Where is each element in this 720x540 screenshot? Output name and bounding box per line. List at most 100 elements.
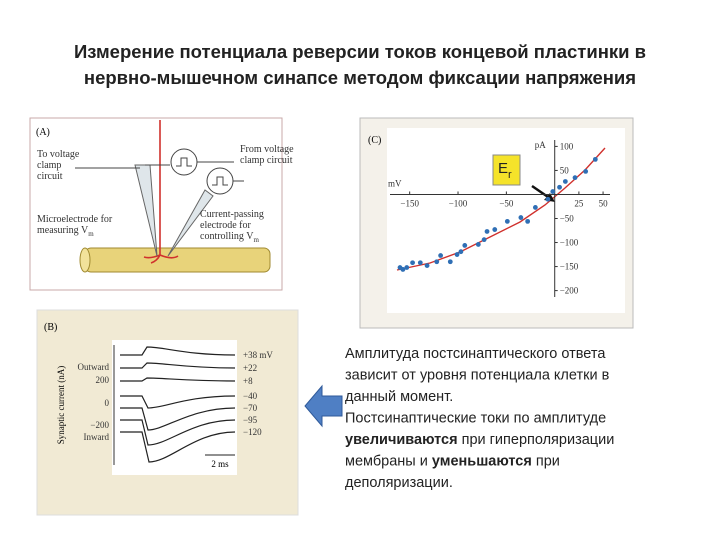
note-line: To voltage [37, 149, 80, 160]
data-point [410, 260, 415, 266]
text-line: увеличиваются при гиперполяризации [345, 432, 614, 448]
note-text: Current-passing [200, 209, 264, 220]
data-point [550, 189, 556, 194]
note-line: From voltage [240, 144, 294, 155]
text-line: Амплитуда постсинаптического ответа [345, 346, 606, 362]
trace [120, 407, 236, 431]
x-tick-label: −150 [400, 198, 419, 208]
text-run: Постсинаптические токи по амплитуде [345, 411, 606, 427]
electrode [167, 189, 214, 257]
data-point [572, 175, 578, 181]
text-run: зависит от уровня потенциала клетки в [345, 368, 610, 384]
data-point [462, 243, 468, 248]
note-line: Current-passing [200, 209, 264, 220]
note-text: controlling V [200, 231, 254, 242]
y-tick-label: −200 [560, 286, 579, 296]
note-line: Microelectrode for [37, 214, 113, 225]
marker-base: E [498, 160, 508, 177]
text-line: Постсинаптические токи по амплитуде [345, 411, 606, 427]
marker-sub: r [508, 169, 512, 181]
note-line: clamp circuit [240, 155, 293, 166]
note-sub: m [88, 230, 94, 238]
data-point [458, 249, 464, 255]
data-point [475, 242, 481, 247]
text-run: при [532, 454, 560, 470]
nerve [143, 120, 179, 264]
pointer-arrow [304, 384, 343, 428]
data-point [562, 179, 568, 184]
data-point [404, 265, 410, 270]
note-line: measuring Vm [37, 225, 94, 238]
scale-label: 2 ms [211, 459, 229, 469]
axis-text: 200 [96, 375, 110, 385]
y-label: Synaptic current (nA) [56, 366, 66, 444]
x-tick-label: 25 [574, 198, 584, 208]
x-tick-label: 50 [599, 198, 609, 208]
trace-label: −70 [243, 403, 258, 413]
data-point [557, 184, 562, 190]
clamp-symbol [206, 167, 234, 195]
data-point [532, 205, 538, 210]
trace [120, 362, 236, 369]
note-line: clamp [37, 160, 61, 171]
text-run: Амплитуда постсинаптического ответа [345, 346, 606, 362]
trace-label: +8 [243, 376, 253, 386]
text-run: данный момент. [345, 389, 453, 405]
text-line: мембраны и уменьшаются при [345, 454, 560, 470]
title-line: нервно-мышечном синапсе методом фиксации… [84, 67, 636, 88]
panel-b: (B) Synaptic current (nA) 2 ms Outward 20… [36, 309, 299, 516]
trace-label: −95 [243, 415, 258, 425]
data-point [400, 267, 406, 272]
note-text: clamp [37, 160, 61, 171]
fit-curve [396, 147, 606, 271]
note-text: electrode for [200, 220, 251, 231]
data-point [417, 260, 423, 266]
note-text: Microelectrode for [37, 214, 113, 225]
axis-text: −200 [90, 420, 109, 430]
trace-label: −40 [243, 391, 258, 401]
text-run: мембраны и [345, 454, 432, 470]
text-line: зависит от уровня потенциала клетки в [345, 368, 610, 384]
y-tick-label: 100 [560, 141, 574, 151]
trace-label: +22 [243, 363, 257, 373]
y-tick-label: −100 [560, 238, 579, 248]
data-point [481, 237, 487, 243]
trace [120, 377, 236, 382]
note-line: controlling Vm [200, 231, 259, 244]
data-point [583, 168, 589, 174]
clamp-symbol [170, 148, 198, 176]
data-point [525, 218, 531, 224]
text-line: данный момент. [345, 389, 453, 405]
axis-text: Outward [78, 362, 110, 372]
note-sub: m [253, 236, 259, 244]
y-tick-label: −150 [560, 262, 579, 272]
panel-label: (C) [368, 135, 381, 146]
trace [120, 431, 236, 463]
text-run: увеличиваются [345, 432, 458, 448]
data-point [545, 196, 551, 202]
trace [120, 419, 236, 446]
data-point [454, 252, 460, 257]
pulse [212, 176, 228, 186]
text-run: деполяризации. [345, 475, 453, 491]
trace [120, 346, 236, 356]
text-line: деполяризации. [345, 475, 453, 491]
text-block: Амплитуда постсинаптического ответа завис… [345, 346, 614, 491]
x-tick-label: −50 [499, 198, 514, 208]
text-run: при гиперполяризации [458, 432, 615, 448]
panel-c: (C) Er mV pA −150 −100 −50 25 50 100 50 −50 −100 −1… [359, 117, 634, 329]
trace-label: +38 mV [243, 350, 273, 360]
electrode [134, 164, 158, 257]
pulse [176, 157, 192, 167]
note-text: circuit [37, 171, 63, 182]
marker-box [492, 154, 521, 186]
axis-text: 0 [105, 398, 110, 408]
x-tick-label: −100 [449, 198, 468, 208]
data-point [484, 229, 490, 234]
trace-label: −120 [243, 427, 262, 437]
marker-text: Er [498, 160, 512, 181]
muscle-fiber [84, 247, 271, 273]
fiber-end [79, 247, 91, 273]
